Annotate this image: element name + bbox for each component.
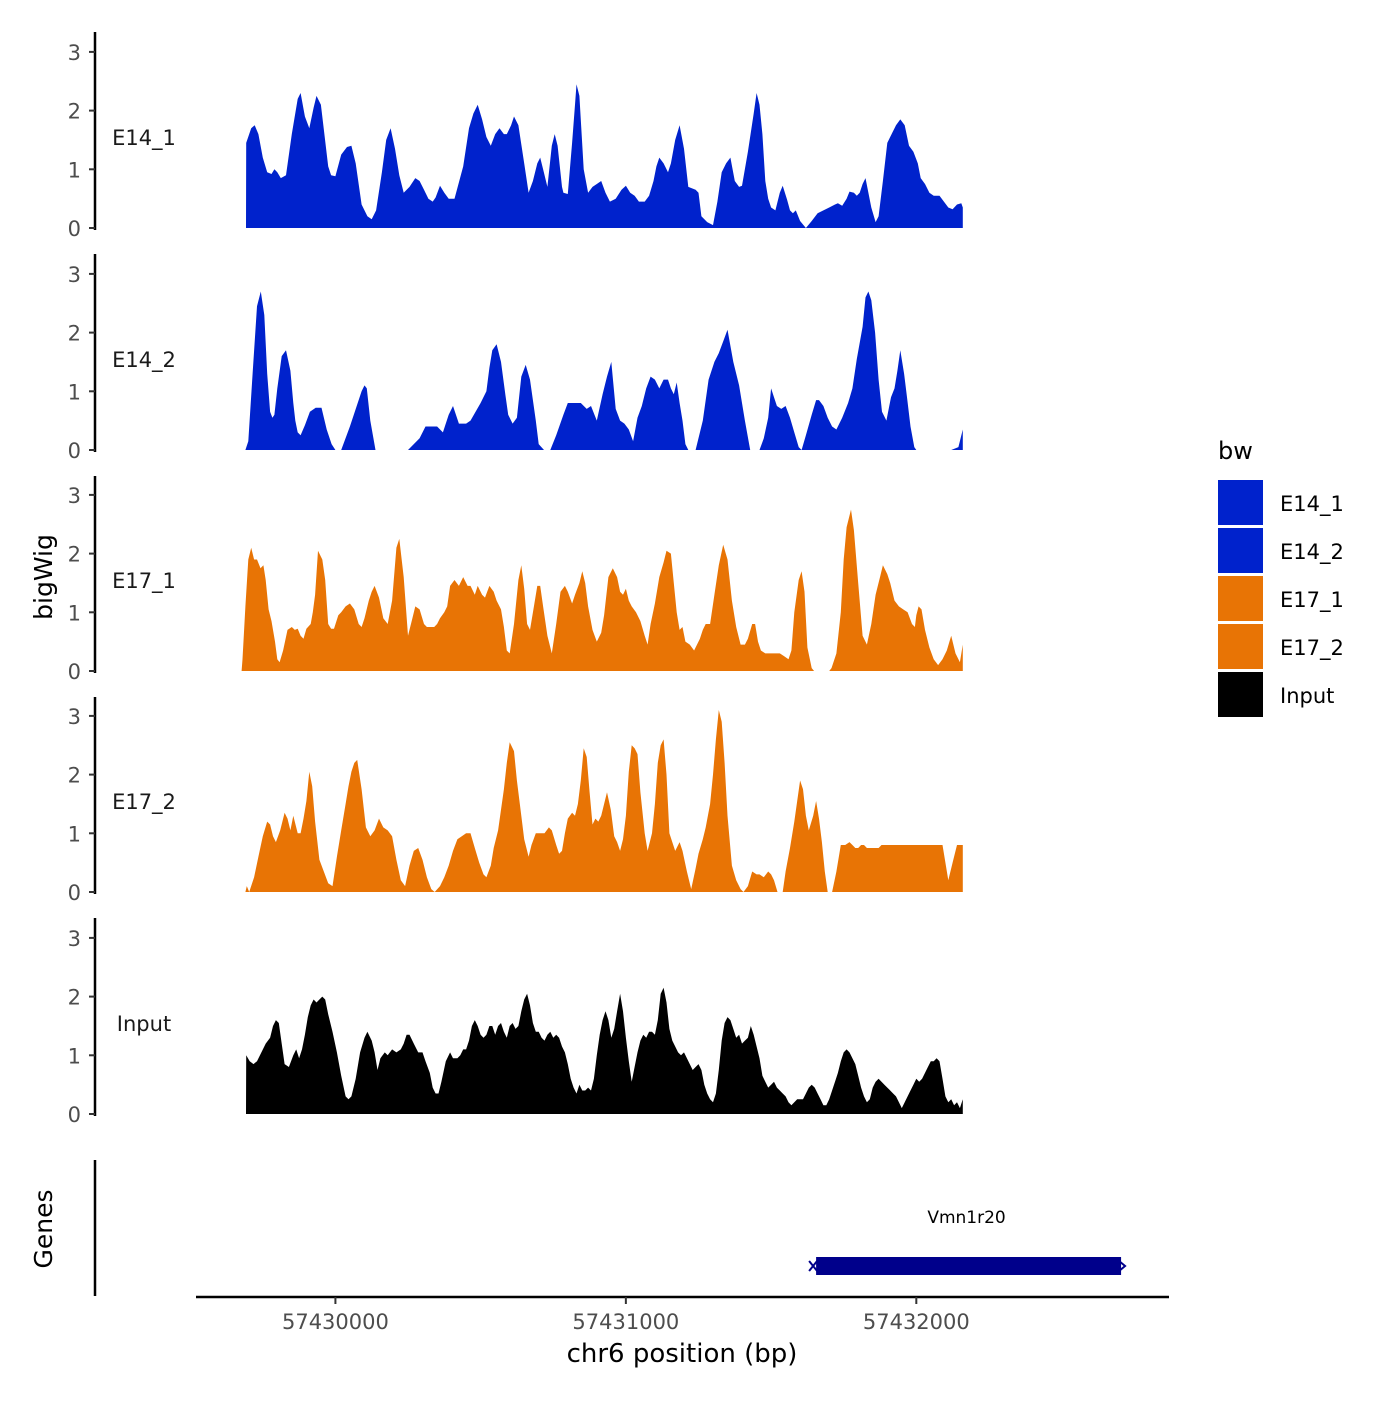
y-tick-label: 3 [68, 484, 81, 508]
y-tick-label: 2 [68, 322, 81, 346]
legend-item-E17_2: E17_2 [1218, 624, 1344, 669]
x-tick-label: 57430000 [282, 1310, 389, 1334]
y-tick-label: 1 [68, 822, 81, 846]
track-Input: 0 1 2 3 Input [68, 918, 963, 1127]
x-tick-label: 57432000 [863, 1310, 970, 1334]
x-axis-title: chr6 position (bp) [567, 1339, 798, 1369]
y-tick-label: 2 [68, 543, 81, 567]
legend-item-E14_2: E14_2 [1218, 528, 1344, 573]
legend-item-Input: Input [1218, 672, 1334, 717]
y-tick-label: 0 [68, 217, 81, 241]
legend-label: E14_1 [1280, 492, 1344, 517]
y-tick-label: 1 [68, 1044, 81, 1068]
y-tick-label: 0 [68, 881, 81, 905]
y-tick-label: 3 [68, 927, 81, 951]
track-E17_1: 0 1 2 3 E17_1 [68, 476, 963, 684]
track-E14_2: 0 1 2 3 E14_2 [68, 254, 963, 463]
legend-swatch [1218, 528, 1263, 573]
legend-item-E17_1: E17_1 [1218, 576, 1344, 621]
genes-axis-title: Genes [29, 1189, 58, 1268]
legend-title: bw [1218, 437, 1253, 465]
y-tick-label: 2 [68, 764, 81, 788]
signal-area [241, 509, 963, 671]
track-E14_1: 0 1 2 3 E14_1 [68, 32, 963, 241]
x-tick-label: 57431000 [572, 1310, 679, 1334]
track-label: E17_1 [112, 569, 176, 594]
legend-label: E14_2 [1280, 540, 1344, 565]
y-tick-label: 3 [68, 41, 81, 65]
legend-label: Input [1280, 684, 1334, 708]
legend: bw E14_1 E14_2 E17_1 E17_2 Input [1218, 437, 1344, 717]
gene-Vmn1r20: Vmn1r20 [808, 1208, 1127, 1275]
gene-body [816, 1257, 1122, 1275]
y-tick-label: 0 [68, 660, 81, 684]
genes-layer: Vmn1r20 [93, 1160, 1127, 1296]
gene-start-marker [808, 1260, 818, 1272]
y-tick-label: 3 [68, 263, 81, 287]
y-tick-label: 0 [68, 1103, 81, 1127]
legend-swatch [1218, 624, 1263, 669]
track-label: Input [117, 1012, 171, 1036]
tracks-layer: 0 1 2 3 E14_1 0 1 2 3 E14_2 0 1 2 3 E17_1 0 1 2 3 E17_2 0 1 2 3… [68, 32, 963, 1127]
y-axis-title: bigWig [29, 534, 58, 620]
track-label: E14_2 [112, 348, 176, 373]
track-label: E17_2 [112, 790, 176, 815]
legend-swatch [1218, 480, 1263, 525]
y-tick-label: 1 [68, 380, 81, 404]
legend-item-E14_1: E14_1 [1218, 480, 1344, 525]
signal-area [245, 291, 963, 450]
legend-swatch [1218, 576, 1263, 621]
y-tick-label: 0 [68, 439, 81, 463]
y-tick-label: 2 [68, 986, 81, 1010]
y-tick-label: 3 [68, 705, 81, 729]
x-axis: 57430000 57431000 57432000 [196, 1295, 1169, 1334]
signal-area [245, 710, 963, 892]
signal-area [246, 987, 963, 1114]
gene-strand-arrow [1118, 1260, 1127, 1272]
track-E17_2: 0 1 2 3 E17_2 [68, 697, 963, 905]
gene-label: Vmn1r20 [927, 1208, 1005, 1228]
legend-label: E17_2 [1280, 636, 1344, 661]
y-tick-label: 1 [68, 601, 81, 625]
y-tick-label: 2 [68, 100, 81, 124]
signal-area [246, 84, 963, 228]
track-label: E14_1 [112, 126, 176, 151]
legend-label: E17_1 [1280, 588, 1344, 613]
y-tick-label: 1 [68, 158, 81, 182]
legend-swatch [1218, 672, 1263, 717]
